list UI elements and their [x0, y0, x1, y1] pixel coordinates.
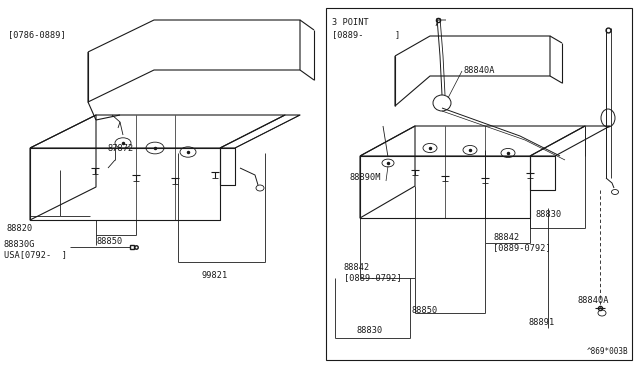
Bar — [326, 8, 632, 360]
Text: ^869*003B: ^869*003B — [586, 347, 628, 356]
Text: 3 POINT: 3 POINT — [332, 18, 369, 27]
Text: [0786-0889]: [0786-0889] — [8, 30, 66, 39]
Text: 88840A: 88840A — [464, 66, 495, 75]
Text: 88850: 88850 — [97, 237, 123, 246]
Text: 88830G: 88830G — [4, 240, 35, 249]
Text: 88842: 88842 — [493, 233, 519, 242]
Text: 88890M: 88890M — [350, 173, 381, 182]
Text: 88842: 88842 — [344, 263, 371, 272]
Text: 88830: 88830 — [357, 326, 383, 335]
Text: [0889-      ]: [0889- ] — [332, 30, 400, 39]
Text: USA[0792-  ]: USA[0792- ] — [4, 250, 67, 259]
Text: 88850: 88850 — [412, 306, 438, 315]
Text: 99821: 99821 — [202, 271, 228, 280]
Text: 88820: 88820 — [7, 224, 33, 233]
Text: 87872: 87872 — [108, 144, 134, 153]
Text: 88891: 88891 — [529, 318, 555, 327]
Text: 88840A: 88840A — [578, 296, 609, 305]
Text: [0889-0792]: [0889-0792] — [344, 273, 402, 282]
Text: 88830: 88830 — [535, 210, 561, 219]
Text: [0889-0792]: [0889-0792] — [493, 243, 551, 252]
